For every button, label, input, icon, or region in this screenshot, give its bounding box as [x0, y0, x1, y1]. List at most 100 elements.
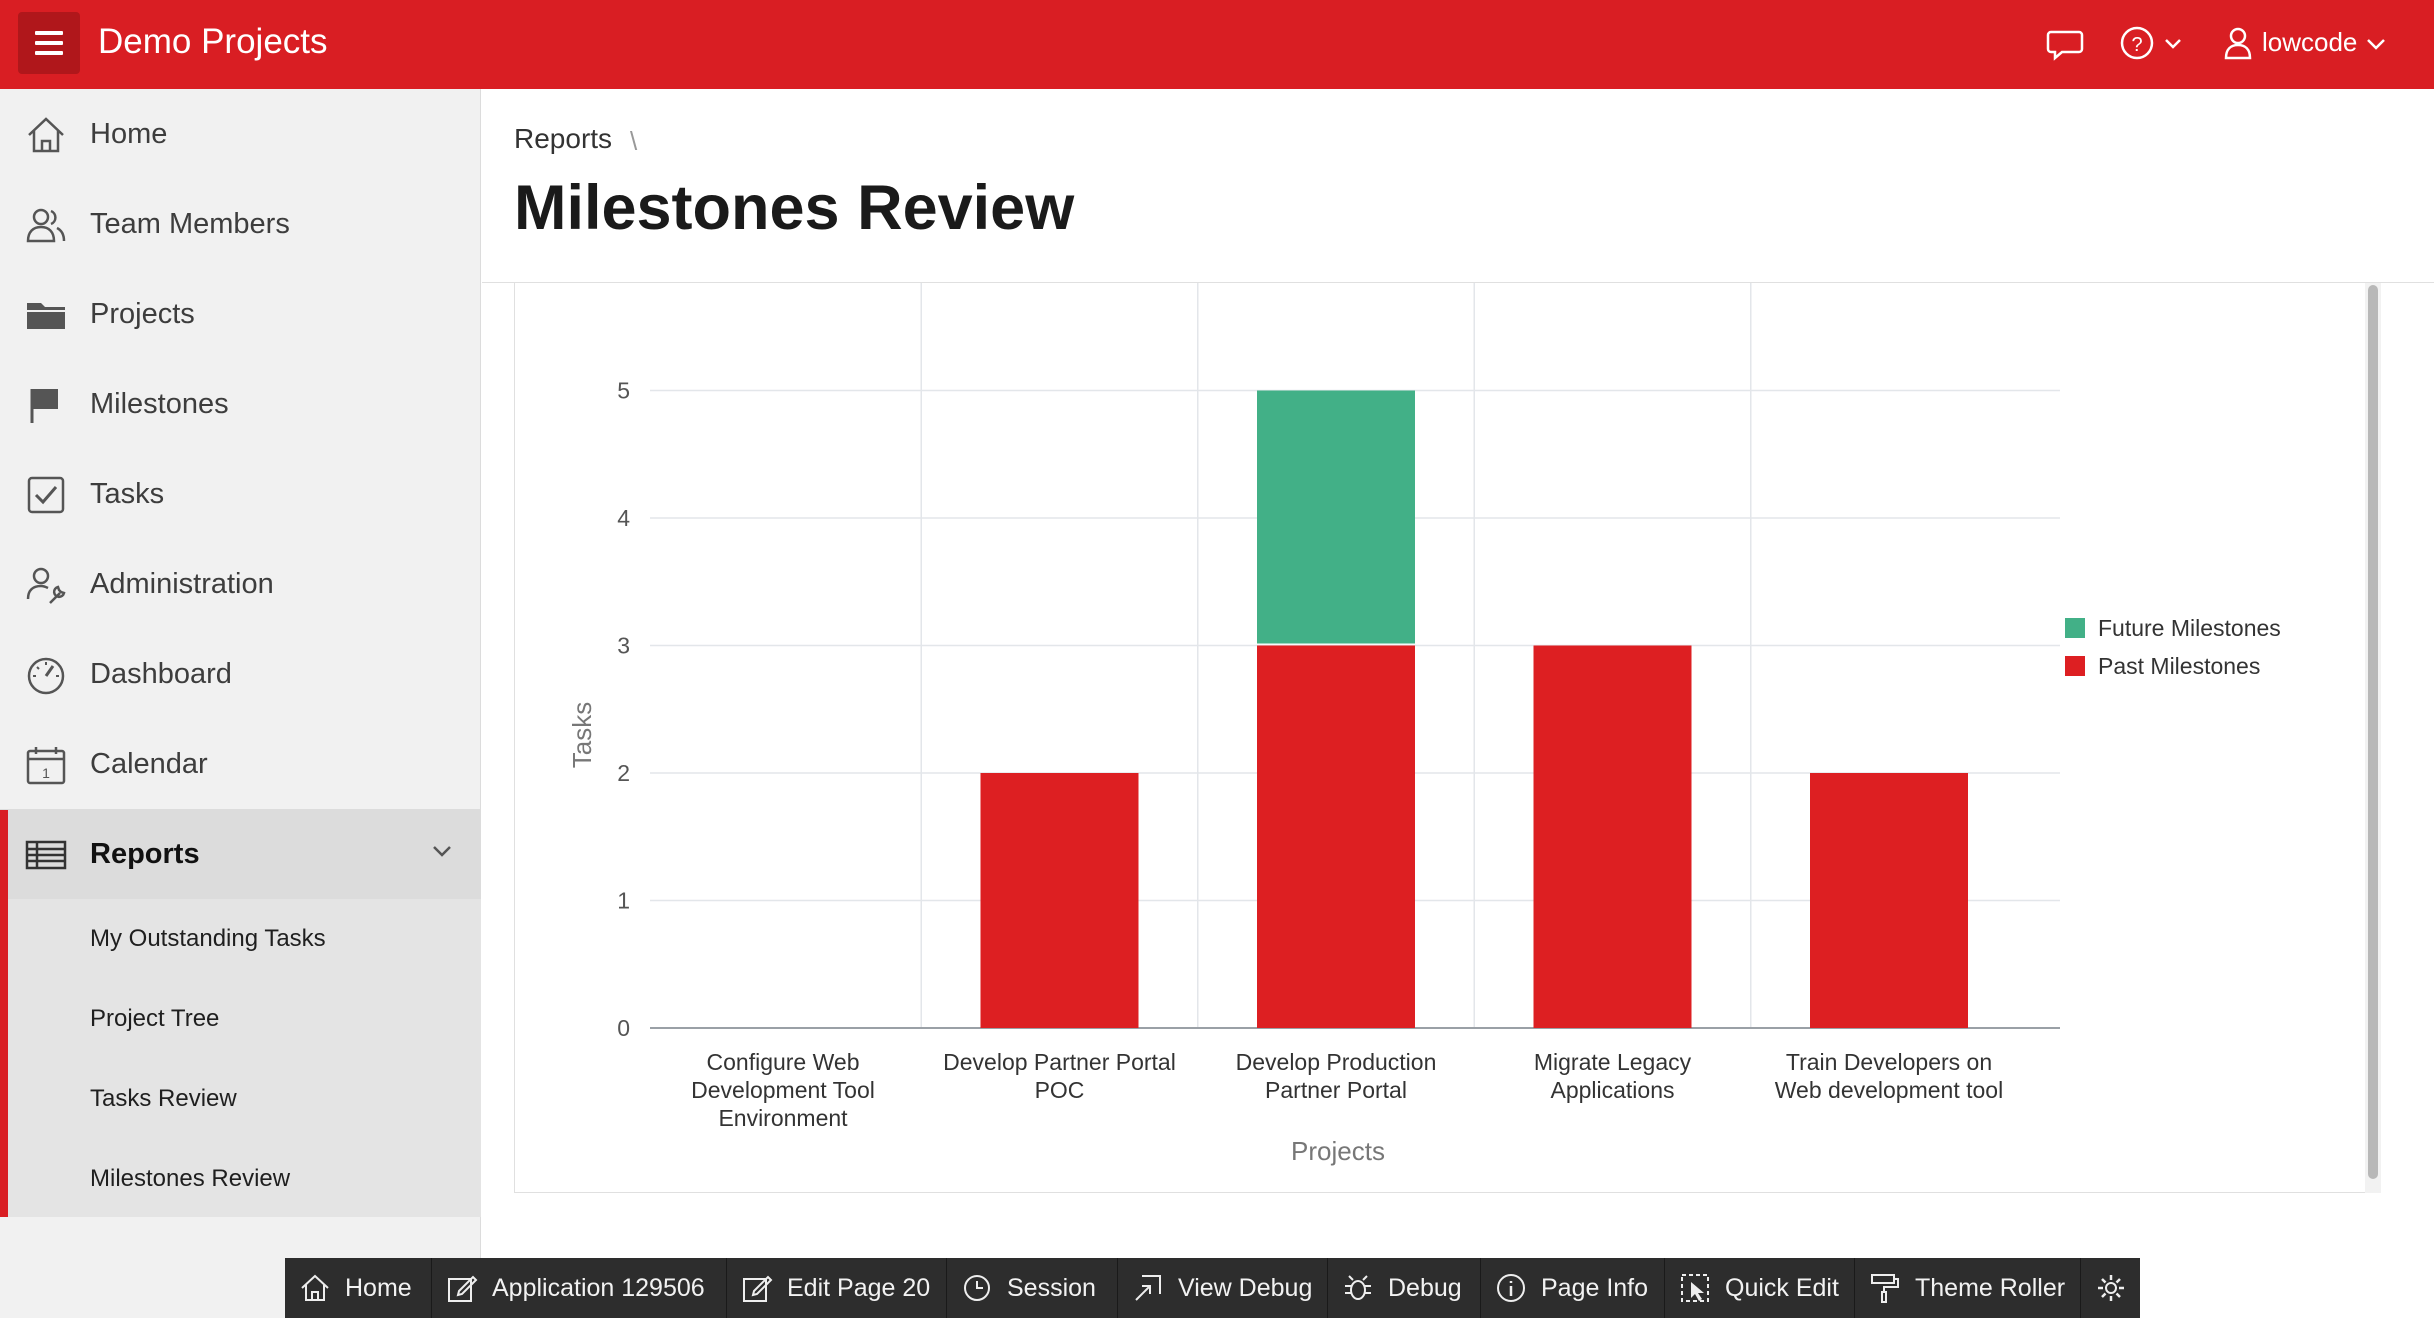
dev-view-debug-button[interactable]: View Debug [1118, 1258, 1328, 1318]
bar-past-milestones [980, 773, 1139, 1028]
dev-page-info-button[interactable]: Page Info [1481, 1258, 1665, 1318]
x-tick-label: Web development tool [1775, 1077, 2003, 1103]
dev-quick-edit-label: Quick Edit [1725, 1274, 1839, 1302]
dev-theme-roller-label: Theme Roller [1915, 1274, 2066, 1302]
checkbox-icon [27, 476, 65, 514]
dev-home-button[interactable]: Home [285, 1258, 432, 1318]
sidebar-subitem-milestones-review[interactable]: Milestones Review [0, 1139, 481, 1219]
dev-theme-roller-button[interactable]: Theme Roller [1855, 1258, 2081, 1318]
y-axis-title: Tasks [567, 702, 597, 768]
chevron-down-icon[interactable] [2364, 22, 2388, 64]
dev-edit-page-label: Edit Page 20 [787, 1274, 931, 1302]
x-tick-label: Environment [718, 1105, 848, 1131]
gear-icon [2098, 1275, 2124, 1301]
dev-application-button[interactable]: Application 129506 [432, 1258, 727, 1318]
x-axis-title: Projects [1291, 1136, 1385, 1166]
bug-icon [1345, 1275, 1371, 1300]
y-tick-label: 0 [617, 1015, 630, 1041]
sidebar-subitem-label: Tasks Review [90, 1085, 237, 1112]
view-debug-icon [1135, 1275, 1161, 1301]
dev-settings-button[interactable] [2081, 1258, 2140, 1318]
page-title: Milestones Review [514, 173, 1075, 243]
info-icon [1497, 1274, 1525, 1302]
sidebar-item-dashboard[interactable]: Dashboard [0, 629, 481, 719]
flag-icon [30, 389, 58, 423]
app-title[interactable]: Demo Projects [98, 22, 328, 61]
bar-future-milestones [1257, 390, 1415, 644]
menu-icon[interactable] [18, 12, 80, 74]
sidebar-item-home[interactable]: Home [0, 89, 481, 179]
user-wrench-icon [26, 567, 66, 604]
y-tick-label: 4 [617, 505, 630, 531]
sidebar-item-label: Calendar [90, 748, 208, 780]
sidebar-item-label: Projects [90, 298, 195, 330]
home-icon [28, 117, 64, 153]
x-tick-label: Development Tool [691, 1077, 875, 1103]
paint-roller-icon [1871, 1274, 1899, 1303]
legend-swatch [2065, 618, 2085, 638]
x-tick-label: POC [1035, 1077, 1085, 1103]
sidebar-subitem-label: My Outstanding Tasks [90, 925, 326, 952]
y-tick-label: 2 [617, 760, 630, 786]
x-tick-label: Partner Portal [1265, 1077, 1407, 1103]
legend-swatch [2065, 656, 2085, 676]
folder-icon [27, 303, 65, 329]
dev-debug-button[interactable]: Debug [1328, 1258, 1481, 1318]
sidebar-item-calendar[interactable]: 1 Calendar [0, 719, 481, 809]
developer-toolbar: Home Application 129506 Edit Page 20 Ses… [285, 1258, 2140, 1318]
breadcrumb-separator: \ [630, 126, 638, 156]
y-tick-label: 1 [617, 888, 630, 914]
sidebar-item-reports[interactable]: Reports [0, 809, 481, 899]
sidebar-subitem-my-outstanding-tasks[interactable]: My Outstanding Tasks [0, 899, 481, 979]
users-icon [26, 208, 66, 243]
dev-edit-page-button[interactable]: Edit Page 20 [727, 1258, 947, 1318]
sidebar-subitem-project-tree[interactable]: Project Tree [0, 979, 481, 1059]
sidebar-item-team-members[interactable]: Team Members [0, 179, 481, 269]
feedback-icon[interactable] [2046, 22, 2084, 64]
sidebar-item-tasks[interactable]: Tasks [0, 449, 481, 539]
active-section-indicator [0, 810, 8, 1217]
clock-icon [964, 1275, 990, 1301]
x-tick-label: Develop Partner Portal [943, 1049, 1176, 1075]
sidebar-subitem-label: Milestones Review [90, 1165, 291, 1192]
svg-text:?: ? [2131, 34, 2142, 56]
main-content: Reports \ Milestones Review 0 1 2 3 4 5 Config… [482, 89, 2434, 1318]
dev-quick-edit-button[interactable]: Quick Edit [1665, 1258, 1855, 1318]
sidebar-nav: Home Team Members Projects Milestones Ta… [0, 89, 481, 1318]
dev-session-button[interactable]: Session [947, 1258, 1118, 1318]
reports-submenu: My Outstanding Tasks Project Tree Tasks … [0, 899, 481, 1217]
dev-application-label: Application 129506 [492, 1274, 705, 1302]
calendar-icon: 1 [26, 747, 66, 785]
sidebar-subitem-tasks-review[interactable]: Tasks Review [0, 1059, 481, 1139]
sidebar-item-milestones[interactable]: Milestones [0, 359, 481, 449]
chevron-down-icon[interactable] [430, 839, 454, 863]
quick-edit-icon [1681, 1274, 1709, 1302]
x-tick-label: Configure Web [707, 1049, 860, 1075]
sidebar-item-label: Administration [90, 568, 274, 600]
home-icon [301, 1274, 329, 1301]
help-icon[interactable]: ? [2118, 22, 2188, 64]
sidebar-item-label: Dashboard [90, 658, 232, 690]
breadcrumb[interactable]: Reports [514, 123, 613, 154]
bar-past-milestones [1257, 645, 1415, 1028]
bar-past-milestones [1533, 645, 1692, 1028]
sidebar-item-label: Home [90, 118, 168, 150]
sidebar-item-label: Tasks [90, 478, 165, 510]
y-tick-label: 3 [617, 633, 630, 659]
edit-icon [448, 1275, 478, 1302]
table-icon [25, 840, 67, 870]
user-menu-label[interactable]: lowcode [2262, 27, 2358, 57]
title-bar: Reports \ Milestones Review [482, 89, 2434, 283]
dev-session-label: Session [1007, 1274, 1096, 1302]
sidebar-subitem-label: Project Tree [90, 1005, 220, 1032]
chart-scrollbar-thumb[interactable] [2368, 285, 2378, 1179]
legend-label: Past Milestones [2098, 653, 2260, 679]
x-tick-label: Develop Production [1236, 1049, 1437, 1075]
user-icon[interactable] [2222, 22, 2254, 64]
sidebar-item-projects[interactable]: Projects [0, 269, 481, 359]
sidebar-item-administration[interactable]: Administration [0, 539, 481, 629]
dev-debug-label: Debug [1388, 1274, 1462, 1302]
svg-text:1: 1 [42, 765, 50, 781]
sidebar-item-label: Milestones [90, 388, 229, 420]
